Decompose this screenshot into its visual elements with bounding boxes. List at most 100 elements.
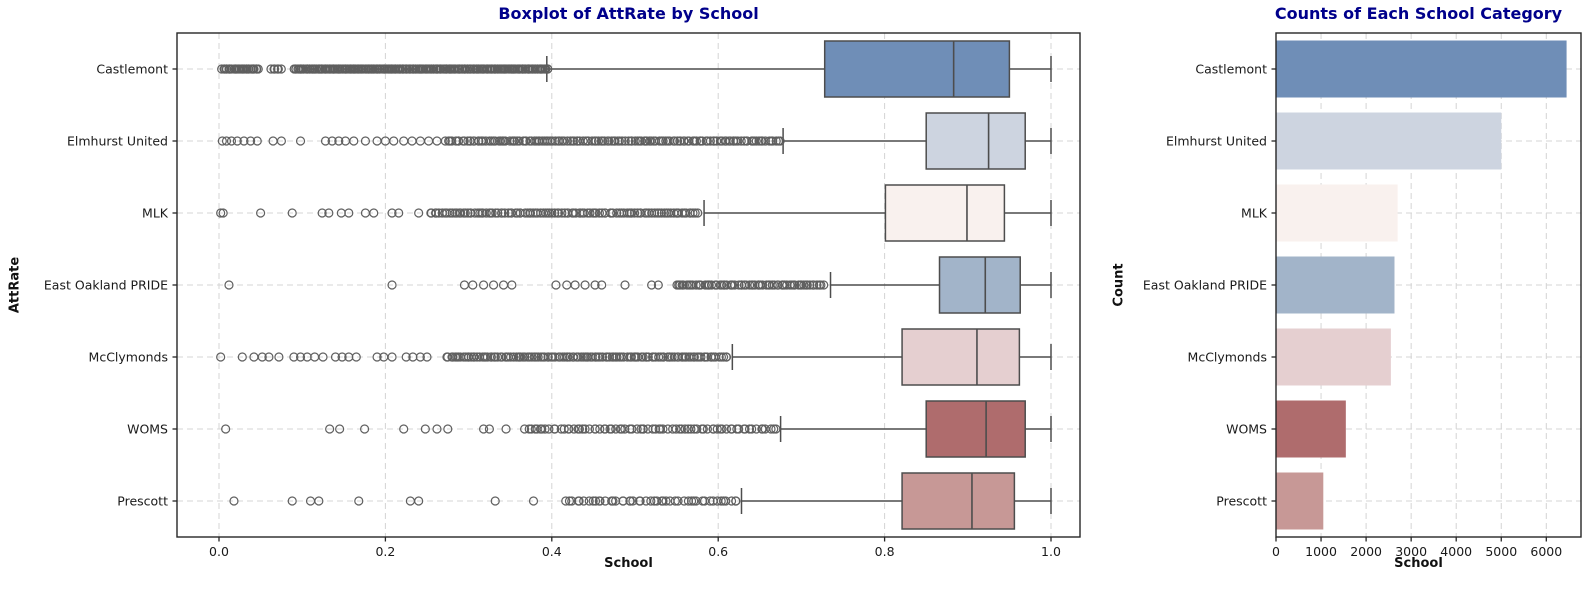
outlier-point	[771, 136, 781, 146]
outlier-point	[591, 208, 601, 218]
outlier-point	[252, 136, 262, 146]
outlier-point	[505, 136, 515, 146]
category-label: Castlemont	[1195, 62, 1267, 77]
outlier-point	[497, 208, 507, 218]
category-label: McClymonds	[89, 350, 168, 365]
outlier-point	[253, 64, 263, 74]
outlier-point	[474, 136, 484, 146]
outlier-point	[540, 424, 550, 434]
outlier-point	[501, 424, 511, 434]
outlier-point	[369, 208, 379, 218]
outlier-point	[469, 136, 479, 146]
outlier-point	[559, 136, 569, 146]
category-label: East Oakland PRIDE	[44, 278, 168, 293]
outlier-point	[775, 136, 785, 146]
x-tick-label: 1.0	[1041, 544, 1061, 559]
outlier-point	[626, 208, 637, 218]
bar-chart-x-axis-label: School	[1394, 556, 1443, 571]
x-tick-label: 0.8	[875, 544, 895, 559]
outlier-point	[646, 496, 656, 506]
outlier-point	[325, 424, 335, 434]
outlier-point	[544, 424, 554, 434]
outlier-point	[757, 136, 767, 146]
outlier-point	[667, 352, 677, 362]
outlier-point	[624, 136, 634, 146]
outlier-point	[705, 136, 715, 146]
outlier-point	[431, 208, 441, 218]
outlier-point	[740, 424, 750, 434]
iqr-box	[901, 328, 1021, 386]
outlier-point	[690, 208, 700, 218]
outlier-point	[625, 496, 635, 506]
outlier-point	[266, 64, 276, 74]
outlier-point	[734, 424, 744, 434]
outlier-point	[553, 208, 564, 218]
iqr-box	[884, 184, 1006, 242]
count-bar-mlk	[1276, 184, 1398, 242]
outlier-point	[217, 136, 227, 146]
outlier-point	[360, 424, 370, 434]
outlier-point	[420, 424, 430, 434]
outlier-point	[643, 352, 653, 362]
outlier-point	[295, 352, 306, 362]
outlier-point	[232, 136, 242, 146]
outlier-point	[597, 280, 607, 290]
outlier-point	[559, 424, 569, 434]
outlier-point	[595, 352, 605, 362]
outlier-point	[635, 496, 645, 506]
iqr-box	[938, 256, 1021, 314]
outlier-point	[809, 280, 819, 290]
outlier-point	[606, 424, 616, 434]
outlier-point	[414, 208, 424, 218]
outlier-point	[257, 352, 267, 362]
outlier-point	[563, 424, 573, 434]
outlier-point	[584, 424, 595, 434]
outlier-point	[237, 352, 247, 362]
outlier-point	[696, 352, 706, 362]
x-tick-label: 0.6	[708, 544, 728, 559]
outlier-point	[270, 64, 280, 74]
outlier-points	[216, 208, 703, 218]
outlier-point	[320, 136, 331, 146]
iqr-box	[925, 400, 1026, 458]
outlier-point	[669, 136, 680, 146]
category-label: Prescott	[1216, 494, 1267, 509]
outlier-point	[547, 208, 557, 218]
outlier-point	[638, 424, 648, 434]
outlier-point	[702, 136, 712, 146]
outlier-point	[595, 496, 605, 506]
outlier-point	[372, 352, 382, 362]
outlier-point	[629, 208, 640, 218]
outlier-point	[500, 136, 510, 146]
outlier-point	[527, 352, 537, 362]
outlier-point	[741, 280, 751, 290]
outlier-point	[569, 424, 579, 434]
outlier-point	[708, 424, 718, 434]
category-label: Castlemont	[96, 62, 168, 77]
outlier-point	[487, 208, 497, 218]
outlier-point	[507, 280, 517, 290]
outlier-point	[668, 424, 678, 434]
outlier-point	[691, 136, 701, 146]
outlier-point	[593, 136, 604, 146]
outlier-point	[354, 496, 364, 506]
outlier-point	[557, 208, 567, 218]
outlier-point	[620, 280, 630, 290]
outlier-point	[604, 136, 614, 146]
outlier-point	[402, 64, 412, 74]
outlier-point	[590, 496, 601, 506]
outlier-point	[652, 496, 662, 506]
outlier-point	[654, 208, 664, 218]
outlier-point	[443, 424, 453, 434]
outlier-point	[564, 496, 575, 506]
outlier-point	[481, 208, 491, 218]
outlier-point	[318, 352, 328, 362]
outlier-point	[705, 496, 715, 506]
outlier-point	[514, 136, 524, 146]
outlier-point	[229, 496, 239, 506]
outlier-points	[216, 352, 732, 362]
outlier-point	[587, 136, 597, 146]
